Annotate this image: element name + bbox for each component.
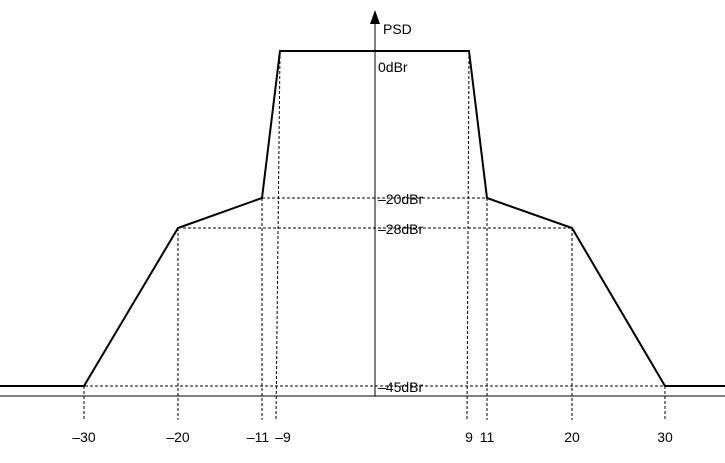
level-label: –20dBr (378, 191, 423, 207)
guide-vertical (466, 50, 470, 421)
tick-label: –9 (275, 429, 291, 445)
level-label: –28dBr (378, 221, 423, 237)
tick-label: –30 (72, 429, 96, 445)
level-label: –45dBr (378, 379, 423, 395)
tick-label: 20 (564, 429, 580, 445)
axis-label-psd: PSD (383, 21, 412, 37)
level-label: 0dBr (378, 59, 408, 75)
guide-vertical (275, 50, 281, 421)
labels: PSD 0dBr –20dBr –28dBr –45dBr –30 –20 –11 –9 9 11 2… (72, 21, 673, 445)
psd-axis-arrow (370, 10, 380, 24)
mask-outline (0, 50, 725, 387)
tick-label: –11 (247, 429, 270, 445)
dashed-guides (0, 50, 725, 421)
tick-label: 9 (465, 429, 473, 445)
tick-label: 30 (657, 429, 673, 445)
tick-label: –20 (166, 429, 190, 445)
mask-line (0, 50, 725, 387)
axes (0, 10, 725, 397)
tick-label: 11 (480, 429, 495, 445)
